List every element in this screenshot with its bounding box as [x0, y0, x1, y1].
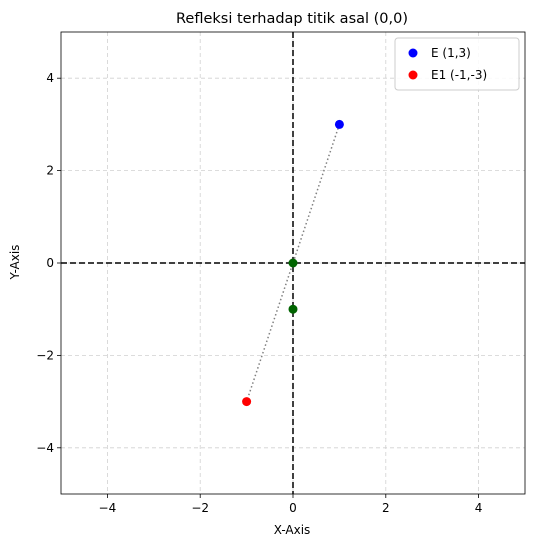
- y-tick-label: −2: [36, 348, 54, 362]
- y-axis-label: Y-Axis: [8, 245, 22, 281]
- legend-box: [394, 37, 520, 91]
- x-tick-label: 2: [382, 501, 390, 515]
- legend-label: E1 (-1,-3): [431, 68, 487, 82]
- data-point-series-0: [334, 119, 344, 129]
- y-tick-label: 0: [46, 256, 54, 270]
- x-tick-label: −2: [191, 501, 209, 515]
- legend-marker: [408, 70, 418, 80]
- x-axis-label: X-Axis: [274, 523, 311, 537]
- connector-line: [245, 124, 341, 402]
- legend-label: E (1,3): [431, 46, 471, 60]
- data-point-extra: [288, 304, 298, 314]
- data-point-series-1: [242, 397, 252, 407]
- legend-marker: [408, 48, 418, 58]
- plot-area: −4 −2 0 2 4 −4 −2 0 2 4 E (1,3) E1 (-1,-3): [36, 31, 526, 515]
- chart-title: Refleksi terhadap titik asal (0,0): [176, 11, 408, 27]
- y-tick-label: 4: [46, 71, 54, 85]
- y-tick-label: 2: [46, 164, 54, 178]
- x-tick-label: 4: [475, 501, 483, 515]
- y-tick-label: −4: [36, 441, 54, 455]
- x-tick-label: −4: [99, 501, 117, 515]
- x-tick-label: 0: [289, 501, 297, 515]
- data-point-extra: [288, 258, 298, 268]
